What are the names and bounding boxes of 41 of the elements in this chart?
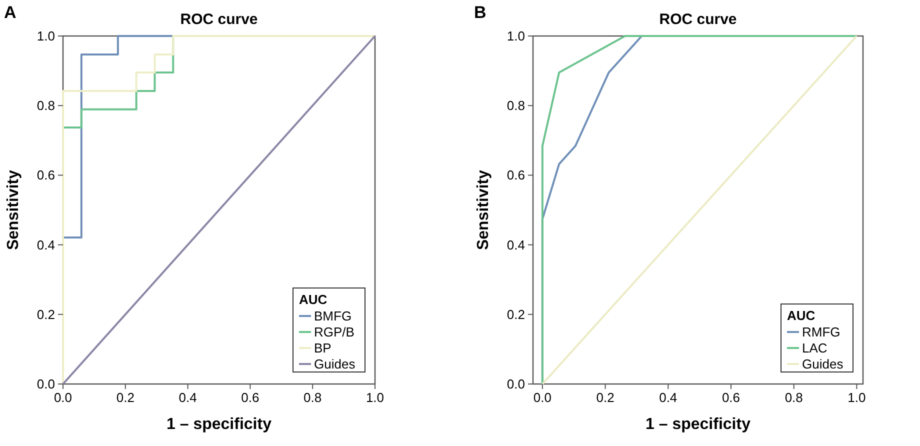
x-axis-title: 1 – specificity [166, 416, 272, 433]
y-tick-label: 1.0 [36, 28, 55, 44]
y-tick-label: 0.6 [506, 168, 525, 183]
y-tick-label: 1.0 [506, 28, 525, 44]
x-tick-label: 0.2 [116, 390, 134, 405]
text: B [474, 3, 486, 22]
x-tick-label: 0.0 [54, 390, 72, 405]
x-tick-label: 0.4 [178, 390, 197, 405]
x-axis-title: 1 – specificity [646, 416, 751, 433]
y-tick-label: 0.4 [506, 237, 525, 252]
text: A [4, 3, 16, 22]
legend-label: RMFG [802, 324, 840, 340]
x-tick-label: 1.0 [366, 390, 384, 405]
legend-title: AUC [787, 308, 816, 323]
legend-title: AUC [299, 292, 328, 307]
y-tick-label: 0.2 [506, 306, 525, 322]
legend-label: LAC [802, 340, 828, 356]
x-tick-label: 0.4 [659, 390, 678, 405]
legend-label: RGP/B [314, 324, 354, 340]
y-axis-title: Sensitivity [475, 170, 492, 250]
y-axis-title: Sensitivity [5, 170, 22, 250]
legend-label: Guides [314, 356, 356, 372]
chart-title: ROC curve [180, 11, 258, 28]
y-tick-label: 0.8 [36, 98, 55, 114]
y-tick-label: 0.8 [506, 98, 525, 114]
y-tick-label: 0.4 [36, 237, 55, 252]
x-tick-label: 0.8 [304, 390, 322, 405]
x-tick-label: 0.2 [596, 390, 614, 405]
y-tick-label: 0.0 [506, 376, 525, 392]
x-tick-label: 0.6 [241, 390, 260, 405]
y-tick-label: 0.2 [36, 306, 55, 322]
x-tick-label: 1.0 [848, 390, 866, 405]
chart-title: ROC curve [659, 11, 737, 28]
legend-label: BMFG [314, 308, 352, 324]
y-tick-label: 0.6 [36, 168, 55, 183]
legend-label: BP [314, 340, 332, 356]
x-tick-label: 0.8 [784, 390, 803, 405]
x-tick-label: 0.6 [722, 390, 740, 405]
y-tick-label: 0.0 [36, 376, 55, 392]
legend-label: Guides [802, 356, 844, 372]
x-tick-label: 0.0 [533, 390, 552, 405]
